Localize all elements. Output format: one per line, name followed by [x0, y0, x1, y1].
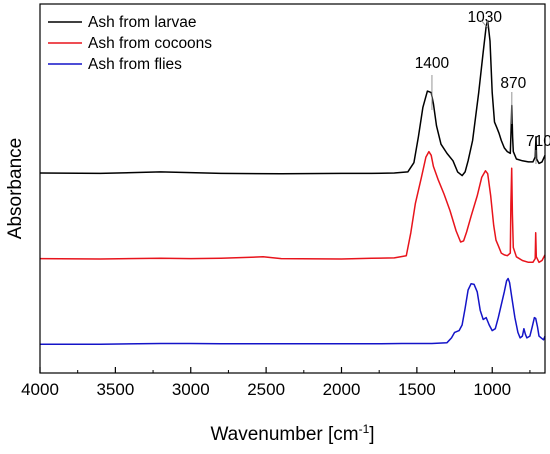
legend: Ash from larvae Ash from cocoons Ash from … — [48, 14, 212, 73]
legend-label-2: Ash from cocoons — [88, 35, 212, 52]
x-tick-label: 3500 — [96, 380, 134, 399]
x-tick-label: 2000 — [323, 380, 361, 399]
peak-label-710: 710 — [526, 133, 550, 150]
plot-lines — [39, 19, 546, 345]
x-tick-label: 1000 — [473, 380, 511, 399]
x-tick-label: 2500 — [247, 380, 285, 399]
x-axis-ticks: 4000 3500 3000 2500 2000 1500 1000 — [21, 367, 531, 399]
legend-label-3: Ash from flies — [88, 56, 182, 73]
x-axis-label-exponent: -1 — [359, 422, 370, 436]
x-tick-label: 1500 — [398, 380, 436, 399]
peak-leader-1030-diagonal — [480, 19, 489, 29]
series-line-3 — [40, 277, 546, 345]
legend-label-1: Ash from larvae — [88, 14, 197, 31]
x-tick-label: 4000 — [21, 380, 59, 399]
plot-frame — [39, 3, 546, 374]
peak-label-1400: 1400 — [415, 55, 450, 72]
peak-label-870: 870 — [500, 75, 526, 92]
x-axis-label-main: Wavenumber [cm — [210, 424, 358, 445]
x-axis-label-end: ] — [369, 424, 374, 445]
series-line-1 — [39, 19, 546, 177]
y-axis-label: Absorbance — [5, 138, 26, 239]
series-line-2 — [39, 150, 546, 264]
peak-annotations: 1400 1030 870 710 — [415, 9, 550, 164]
x-axis-label: Wavenumber [cm-1] — [210, 422, 374, 445]
peak-label-1030: 1030 — [467, 9, 502, 26]
x-tick-label: 3000 — [172, 380, 210, 399]
